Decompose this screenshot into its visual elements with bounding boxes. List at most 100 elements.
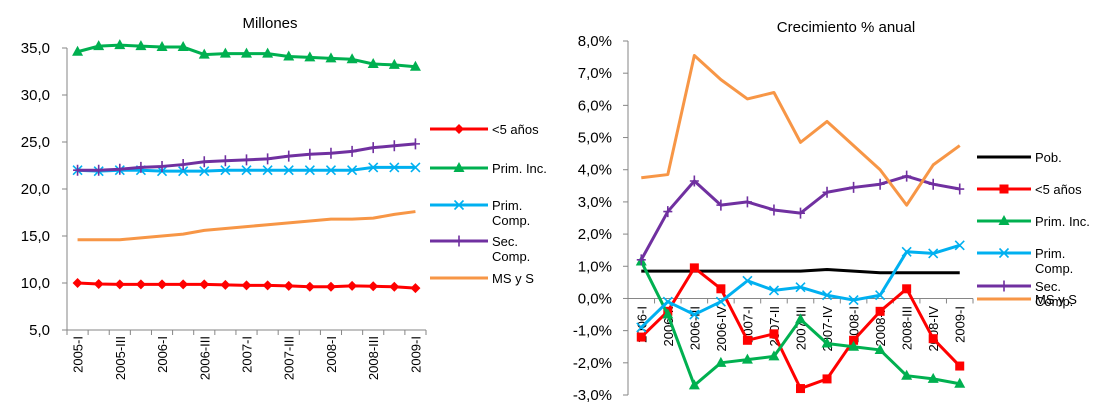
data-point bbox=[156, 41, 168, 52]
legend-label: Comp. bbox=[1035, 261, 1073, 276]
data-point bbox=[219, 47, 231, 58]
legend-marker bbox=[454, 124, 464, 134]
data-point bbox=[768, 350, 780, 361]
legend-item: MS y S bbox=[977, 292, 1077, 307]
y-tick-label: 25,0 bbox=[21, 134, 50, 151]
legend-marker bbox=[999, 280, 1009, 292]
series-2 bbox=[72, 39, 421, 71]
legend-label: Prim. bbox=[492, 198, 522, 213]
data-point bbox=[94, 164, 104, 176]
data-point bbox=[901, 369, 913, 380]
y-tick-label: 7,0% bbox=[578, 65, 612, 82]
x-tick-label: 2007-II bbox=[767, 306, 782, 346]
data-point bbox=[241, 280, 252, 291]
data-point bbox=[662, 296, 673, 307]
legend-marker bbox=[454, 235, 464, 247]
data-point bbox=[689, 309, 700, 320]
data-point bbox=[199, 166, 210, 177]
series-6 bbox=[641, 53, 961, 207]
y-tick-label: 0,0% bbox=[578, 290, 612, 307]
x-tick-label: 2009-I bbox=[408, 336, 423, 373]
legend-marker bbox=[453, 199, 465, 211]
data-point bbox=[688, 379, 700, 390]
plot-area: 5,0 10,0 15,0 20,0 25,0 30,0 35,0 2005-I 2005-II… bbox=[21, 39, 427, 380]
data-point bbox=[157, 279, 168, 290]
data-point bbox=[93, 278, 104, 289]
data-point bbox=[742, 196, 752, 208]
data-point bbox=[927, 372, 939, 383]
data-point bbox=[636, 322, 647, 333]
data-point bbox=[875, 306, 885, 316]
data-point bbox=[325, 52, 337, 63]
series-5 bbox=[636, 170, 965, 266]
x-tick-label: 2005-III bbox=[113, 336, 128, 380]
x-tick-label: 2007-III bbox=[282, 336, 297, 380]
data-point bbox=[304, 51, 316, 62]
data-point bbox=[220, 279, 231, 290]
x-tick-label: 2008-III bbox=[900, 306, 915, 350]
legend-item: Pob. bbox=[977, 150, 1062, 165]
data-point bbox=[114, 39, 126, 50]
data-point bbox=[821, 290, 833, 301]
data-point bbox=[769, 204, 779, 216]
data-point bbox=[795, 282, 806, 293]
legend-item: <5 años bbox=[430, 122, 539, 137]
legend-label: Comp. bbox=[492, 249, 530, 264]
data-point bbox=[389, 140, 399, 152]
data-point bbox=[389, 162, 400, 173]
legend-item: <5 años bbox=[977, 182, 1082, 197]
legend-label: Prim. Inc. bbox=[492, 161, 547, 176]
legend-marker bbox=[998, 247, 1010, 259]
series-3 bbox=[635, 255, 966, 390]
legend-label: Comp. bbox=[492, 213, 530, 228]
data-point bbox=[136, 161, 146, 173]
data-point bbox=[795, 313, 806, 324]
data-point bbox=[716, 199, 726, 211]
data-point bbox=[241, 47, 252, 58]
data-point bbox=[901, 246, 912, 257]
legend-label: MS y S bbox=[492, 271, 534, 286]
data-point bbox=[262, 165, 273, 176]
data-point bbox=[284, 150, 294, 162]
y-tick-label: 3,0% bbox=[578, 194, 612, 211]
data-point bbox=[263, 153, 273, 165]
data-point bbox=[347, 165, 358, 176]
legend-item: MS y S bbox=[430, 271, 534, 286]
data-point bbox=[662, 308, 674, 319]
y-tick-label: 10,0 bbox=[21, 275, 50, 292]
data-point bbox=[689, 175, 699, 187]
data-point bbox=[241, 165, 252, 176]
data-point bbox=[262, 47, 274, 58]
data-point bbox=[178, 159, 188, 171]
data-point bbox=[849, 335, 859, 345]
chart-millones: Millones 5,0 10,0 15,0 20,0 25,0 30,0 35,0 2005… bbox=[21, 15, 547, 380]
series-1 bbox=[641, 267, 960, 275]
data-point bbox=[283, 280, 294, 291]
data-point bbox=[135, 40, 147, 51]
data-point bbox=[368, 281, 379, 292]
data-point bbox=[741, 353, 753, 364]
legend-label: Comp. bbox=[1035, 294, 1073, 309]
x-tick-label: 2008-III bbox=[366, 336, 381, 380]
legend-marker bbox=[453, 162, 465, 172]
data-point bbox=[368, 162, 379, 173]
data-point bbox=[955, 361, 965, 371]
y-tick-label: 6,0% bbox=[578, 97, 612, 114]
data-point bbox=[848, 340, 860, 351]
data-point bbox=[796, 384, 805, 394]
legend-label: Pob. bbox=[1035, 150, 1062, 165]
series-line bbox=[641, 53, 961, 207]
legend-label: Prim. bbox=[1035, 246, 1065, 261]
legend-marker bbox=[998, 215, 1010, 225]
legend-label: MS y S bbox=[1035, 292, 1077, 307]
data-point bbox=[715, 296, 726, 307]
data-point bbox=[304, 281, 315, 292]
data-point bbox=[178, 166, 189, 177]
data-point bbox=[325, 281, 336, 292]
y-tick-label: 5,0 bbox=[29, 322, 50, 339]
legend-item: Sec.Comp. bbox=[430, 234, 530, 264]
data-point bbox=[742, 275, 753, 286]
